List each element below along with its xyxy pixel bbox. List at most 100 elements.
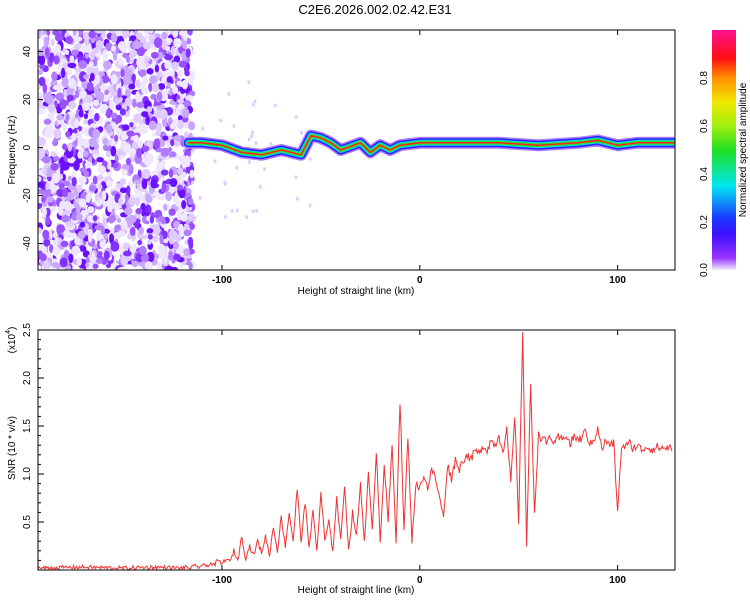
- noise-blob: [109, 227, 115, 234]
- noise-blob: [127, 53, 134, 65]
- noise-blob: [106, 159, 112, 170]
- y-tick-label: 1.0: [22, 467, 33, 481]
- noise-blob: [149, 75, 158, 85]
- noise-blob: [64, 49, 70, 56]
- noise-blob: [308, 203, 312, 208]
- noise-blob: [98, 96, 104, 102]
- noise-blob: [68, 253, 74, 264]
- noise-blob: [53, 128, 62, 139]
- noise-blob: [110, 45, 117, 52]
- noise-blob: [223, 180, 227, 185]
- noise-blob: [41, 196, 46, 203]
- colorbar-label: Normalized spectral amplitude: [738, 82, 749, 217]
- noise-blob: [77, 230, 86, 240]
- noise-blob: [184, 155, 190, 164]
- noise-blob: [122, 169, 128, 176]
- noise-blob: [133, 113, 143, 119]
- noise-blob: [105, 180, 113, 188]
- noise-blob: [117, 41, 127, 51]
- noise-blob: [126, 130, 135, 137]
- noise-blob: [52, 231, 58, 239]
- noise-blob: [86, 81, 94, 92]
- noise-blob: [43, 118, 52, 125]
- noise-blob: [156, 161, 162, 168]
- noise-blob: [96, 174, 104, 181]
- noise-blob: [154, 64, 160, 73]
- noise-blob: [67, 142, 73, 152]
- noise-blob: [191, 180, 195, 185]
- noise-blob: [114, 134, 119, 142]
- noise-blob: [55, 43, 62, 54]
- noise-blob: [66, 68, 73, 76]
- noise-blob: [146, 68, 154, 75]
- y-tick-label: 1.5: [22, 419, 33, 433]
- noise-blob: [110, 241, 120, 252]
- noise-blob: [128, 83, 136, 90]
- noise-blob: [250, 134, 254, 139]
- noise-blob: [181, 40, 188, 49]
- noise-blob: [92, 263, 99, 269]
- chart-title: C2E6.2026.002.02.42.E31: [298, 2, 451, 17]
- noise-blob: [168, 89, 173, 96]
- noise-blob: [102, 144, 112, 152]
- noise-blob: [115, 30, 122, 37]
- noise-blob: [89, 51, 95, 61]
- noise-blob: [51, 172, 61, 184]
- noise-blob: [134, 179, 140, 185]
- noise-blob: [96, 157, 104, 163]
- noise-blob: [125, 157, 131, 166]
- noise-blob: [121, 124, 130, 131]
- noise-blob: [145, 115, 150, 126]
- noise-blob: [124, 88, 131, 99]
- noise-blob: [230, 208, 234, 213]
- noise-blob: [193, 215, 197, 220]
- noise-blob: [76, 256, 82, 266]
- noise-blob: [38, 181, 46, 189]
- noise-blob: [127, 233, 132, 240]
- noise-blob: [44, 128, 53, 139]
- noise-blob: [44, 47, 50, 58]
- noise-blob: [92, 128, 101, 139]
- noise-blob: [169, 177, 178, 188]
- noise-blob: [95, 40, 104, 51]
- noise-blob: [119, 108, 126, 116]
- noise-blob: [189, 90, 196, 97]
- noise-blob: [61, 173, 66, 181]
- noise-blob: [172, 85, 178, 94]
- noise-blob: [227, 91, 231, 96]
- noise-blob: [50, 163, 59, 171]
- noise-blob: [153, 109, 162, 118]
- noise-blob: [81, 101, 91, 111]
- noise-blob: [138, 245, 147, 256]
- noise-blob: [187, 121, 196, 131]
- noise-blob: [102, 137, 109, 146]
- noise-blob: [73, 119, 80, 129]
- noise-blob: [173, 220, 181, 229]
- noise-blob: [60, 240, 69, 248]
- noise-blob: [161, 158, 166, 168]
- spectrogram-xlabel: Height of straight line (km): [298, 286, 415, 297]
- noise-blob: [39, 253, 47, 262]
- noise-blob: [58, 183, 65, 189]
- noise-blob: [42, 155, 51, 164]
- noise-blob: [181, 79, 188, 90]
- noise-blob: [122, 142, 132, 153]
- noise-blob: [71, 128, 78, 134]
- x-tick-label: 0: [417, 275, 423, 286]
- noise-blob: [85, 262, 90, 268]
- ridge-band: [187, 134, 675, 156]
- noise-blob: [115, 104, 122, 111]
- noise-blob: [66, 94, 74, 102]
- noise-blob: [123, 255, 132, 262]
- noise-blob: [38, 227, 43, 234]
- noise-blob: [38, 69, 44, 76]
- noise-blob: [235, 165, 239, 170]
- noise-blob: [152, 224, 157, 234]
- noise-blob: [137, 239, 143, 246]
- noise-blob: [181, 200, 187, 210]
- snr-xlabel: Height of straight line (km): [298, 585, 415, 596]
- noise-blob: [43, 239, 51, 247]
- noise-blob: [50, 151, 56, 158]
- noise-blob: [67, 77, 77, 89]
- noise-blob: [247, 80, 251, 85]
